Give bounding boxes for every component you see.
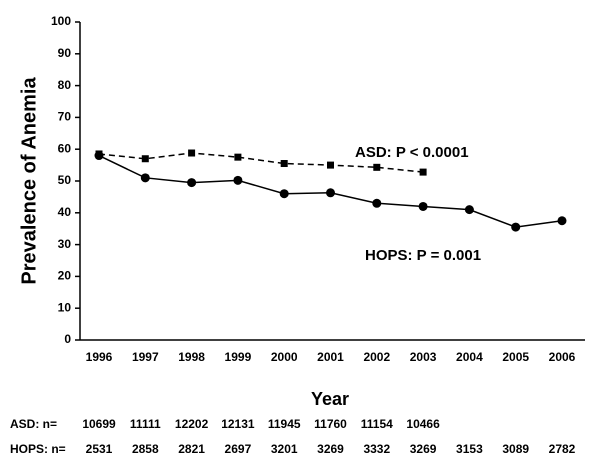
n-value: 10466 xyxy=(406,417,440,431)
annotation: HOPS: P = 0.001 xyxy=(365,247,481,264)
n-row-label: HOPS: n= xyxy=(10,442,66,456)
x-tick-label: 1996 xyxy=(86,350,113,364)
n-value: 3332 xyxy=(363,442,390,456)
annotation: ASD: P < 0.0001 xyxy=(355,144,469,161)
n-value: 3269 xyxy=(317,442,344,456)
point xyxy=(418,201,428,211)
point xyxy=(372,198,382,208)
point xyxy=(327,161,334,169)
point xyxy=(511,222,521,232)
n-value: 11760 xyxy=(314,417,347,431)
y-tick-label: 0 xyxy=(64,332,71,346)
point xyxy=(141,155,149,163)
point xyxy=(279,189,289,199)
n-value: 10699 xyxy=(82,417,116,431)
n-row-label: ASD: n= xyxy=(10,417,57,431)
x-tick-label: 2003 xyxy=(410,350,437,364)
point xyxy=(95,150,103,158)
y-tick-label: 70 xyxy=(58,110,72,124)
x-tick-label: 2002 xyxy=(363,350,390,364)
point xyxy=(233,175,243,185)
n-value: 12202 xyxy=(175,417,209,431)
point xyxy=(188,149,196,157)
point xyxy=(464,205,474,215)
y-tick-label: 60 xyxy=(58,141,72,155)
series-line xyxy=(98,152,424,173)
y-tick-label: 50 xyxy=(58,173,72,187)
y-tick-label: 40 xyxy=(58,205,72,219)
x-tick-label: 1998 xyxy=(178,350,205,364)
point xyxy=(140,173,150,183)
x-tick-label: 2004 xyxy=(456,350,483,364)
point xyxy=(326,188,335,198)
x-tick-label: 1999 xyxy=(225,350,252,364)
point xyxy=(280,160,288,168)
y-tick-label: 10 xyxy=(58,300,72,314)
y-tick-label: 100 xyxy=(51,14,71,28)
point xyxy=(234,153,242,161)
y-tick-label: 30 xyxy=(58,237,72,251)
point xyxy=(187,178,197,188)
n-value: 3201 xyxy=(271,442,298,456)
point xyxy=(373,163,381,171)
n-value: 2782 xyxy=(549,442,576,456)
y-tick-label: 20 xyxy=(58,269,72,283)
y-tick-label: 90 xyxy=(58,46,72,60)
n-value: 12131 xyxy=(221,417,255,431)
x-tick-label: 2000 xyxy=(271,350,298,364)
y-tick-label: 80 xyxy=(58,78,72,92)
n-value: 11945 xyxy=(268,417,301,431)
x-tick-label: 2006 xyxy=(549,350,576,364)
x-tick-label: 1997 xyxy=(132,350,159,364)
n-value: 3269 xyxy=(410,442,437,456)
n-value: 11154 xyxy=(361,417,393,431)
point xyxy=(419,168,427,176)
n-value: 3089 xyxy=(502,442,529,456)
n-value: 11111 xyxy=(130,417,161,431)
x-tick-label: 2005 xyxy=(502,350,529,364)
n-value: 2858 xyxy=(132,442,159,456)
y-axis-label: Prevalence of Anemia xyxy=(18,77,40,285)
n-value: 2821 xyxy=(178,442,205,456)
point xyxy=(557,216,567,226)
x-tick-label: 2001 xyxy=(317,350,344,364)
n-value: 3153 xyxy=(456,442,483,456)
n-value: 2697 xyxy=(225,442,252,456)
n-value: 2531 xyxy=(86,442,113,456)
x-axis-label: Year xyxy=(311,389,349,409)
